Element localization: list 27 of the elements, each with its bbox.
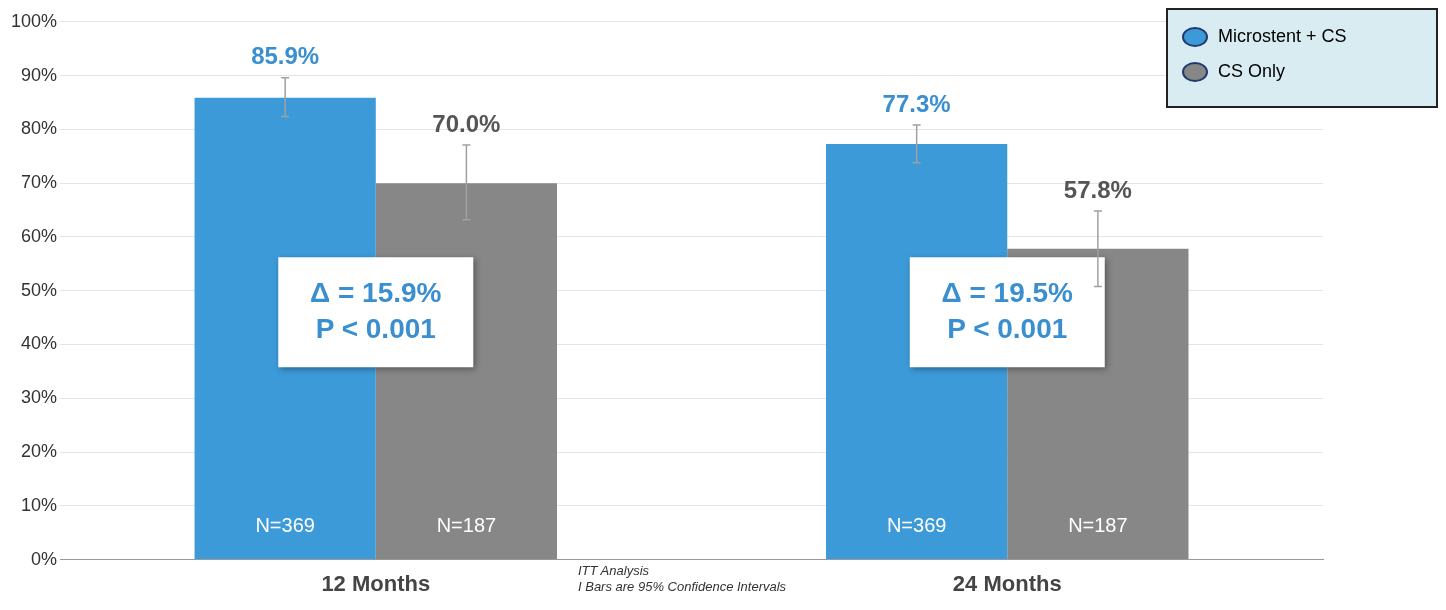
data-label: 85.9% <box>251 42 320 70</box>
y-tick-label: 90% <box>21 64 58 85</box>
data-label: 77.3% <box>882 89 951 117</box>
text: ITT Analysis <box>578 562 650 578</box>
data-label: 57.8% <box>1063 175 1132 203</box>
x-tick-label: 12 Months <box>321 570 431 596</box>
y-tick-label: 10% <box>21 494 58 515</box>
y-tick-label: 60% <box>21 225 58 246</box>
annotation: N=187 <box>1068 514 1128 537</box>
y-tick-label: 50% <box>21 279 58 300</box>
y-tick-label: 100% <box>10 10 58 31</box>
annotation: Δ = 19.5% P < 0.001 <box>941 276 1074 344</box>
x-tick-label: 24 Months <box>952 570 1062 596</box>
legend-label: CS Only <box>1218 61 1286 82</box>
data-label: 70.0% <box>432 109 501 137</box>
y-tick-label: 70% <box>21 172 58 193</box>
y-tick-label: 0% <box>31 548 58 569</box>
annotation: N=369 <box>886 514 947 537</box>
annotation: Δ = 15.9% P < 0.001 <box>310 276 442 344</box>
y-tick-label: 40% <box>21 333 58 354</box>
text: I Bars are 95% Confidence Intervals <box>578 578 787 594</box>
y-tick-label: 20% <box>21 441 58 462</box>
y-tick-label: 30% <box>21 387 58 408</box>
y-tick-label: 80% <box>21 118 58 139</box>
annotation: N=369 <box>255 514 315 537</box>
legend-label: Microstent + CS <box>1218 26 1347 47</box>
annotation: N=187 <box>436 514 497 537</box>
